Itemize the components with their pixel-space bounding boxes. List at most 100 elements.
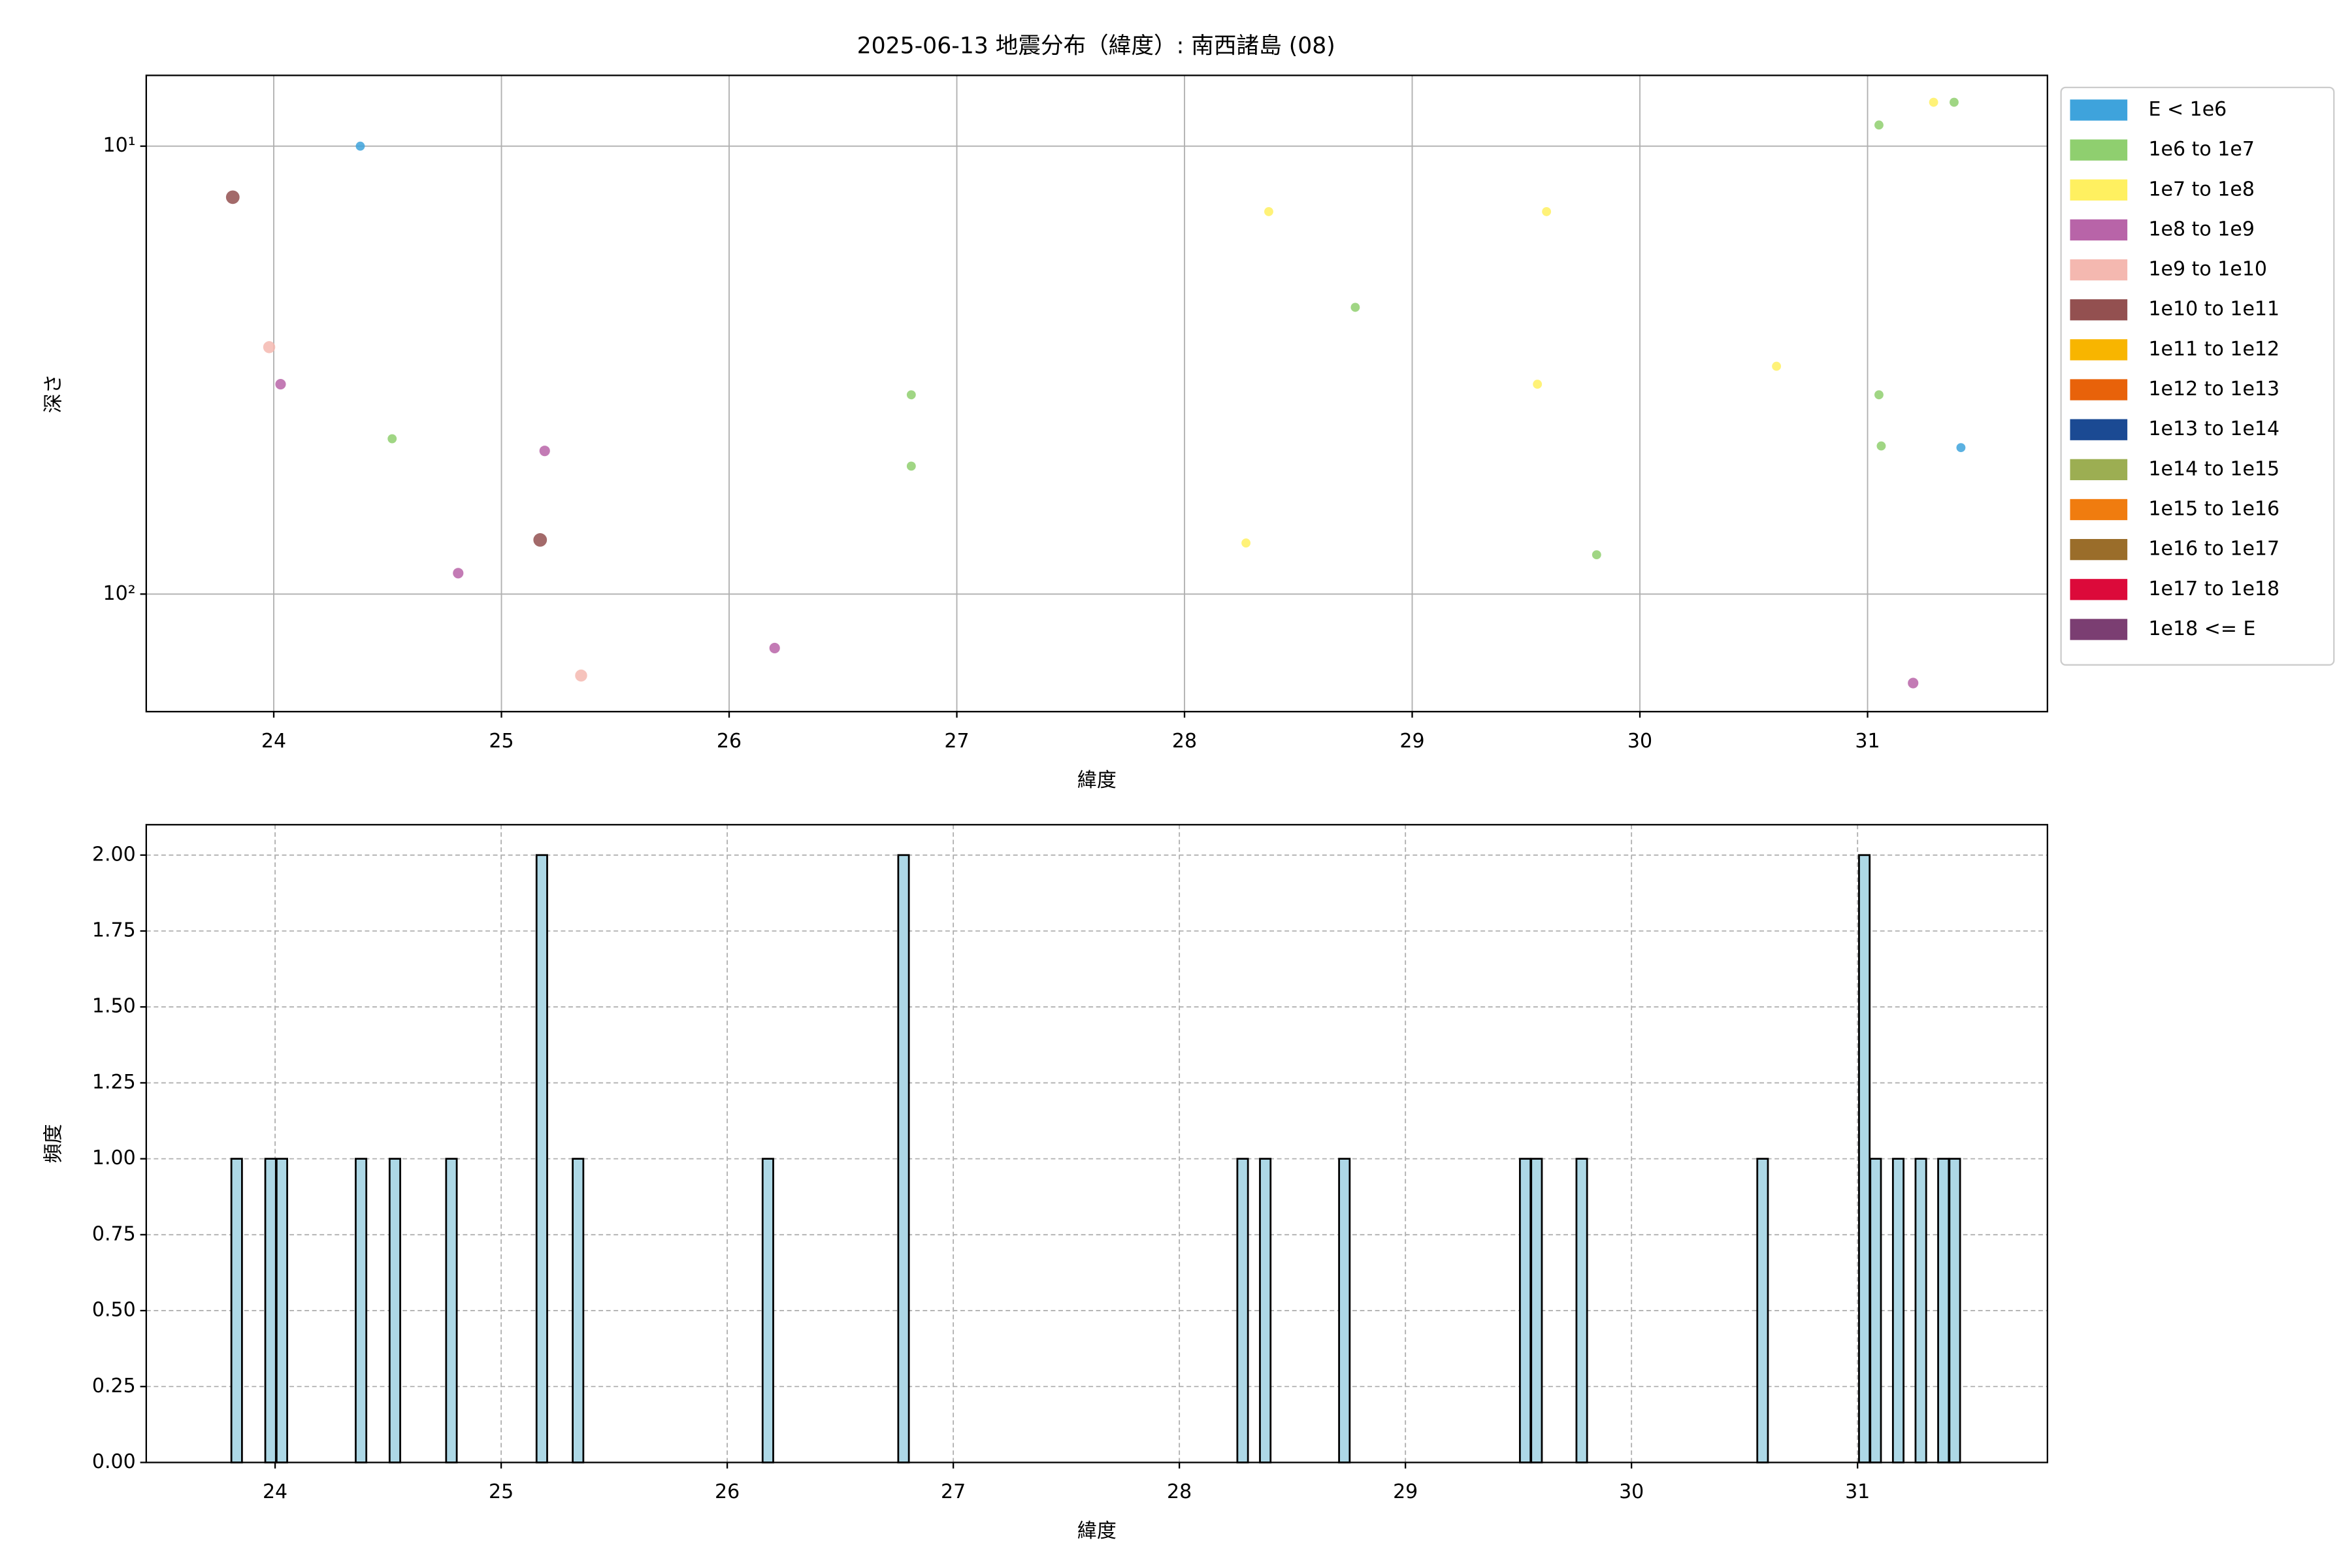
point <box>1929 97 1938 107</box>
y-axis-label: 深さ <box>42 374 65 413</box>
legend-swatch <box>2070 579 2128 600</box>
y-tick-label: 10² <box>103 582 135 605</box>
x-axis-label: 緯度 <box>1077 769 1117 792</box>
bar <box>761 1158 774 1463</box>
bar <box>572 1158 585 1463</box>
point <box>1533 380 1543 389</box>
point <box>355 141 365 151</box>
point <box>263 341 276 353</box>
legend-swatch <box>2070 379 2128 400</box>
y-axis-label: 頻度 <box>42 1124 65 1163</box>
legend-label: 1e15 to 1e16 <box>2148 498 2279 521</box>
y-tick-label: 1.25 <box>92 1071 136 1094</box>
legend-swatch <box>2070 299 2128 321</box>
bar <box>535 854 548 1463</box>
y-tick-label: 0.25 <box>92 1375 136 1397</box>
point <box>1241 538 1251 548</box>
legend-swatch <box>2070 219 2128 241</box>
legend-label: 1e13 to 1e14 <box>2148 417 2279 440</box>
point <box>533 533 547 547</box>
bar <box>1530 1158 1543 1463</box>
legend-frame <box>2060 86 2335 666</box>
bar <box>275 1158 288 1463</box>
point <box>453 568 464 579</box>
x-tick-label: 24 <box>263 1480 287 1503</box>
x-tick-label: 29 <box>1393 1480 1418 1503</box>
x-tick-label: 31 <box>1855 730 1880 753</box>
bar <box>1259 1158 1272 1463</box>
x-tick-label: 25 <box>489 1480 514 1503</box>
bar <box>445 1158 458 1463</box>
y-tick-label: 1.50 <box>92 995 136 1018</box>
legend-label: E < 1e6 <box>2148 98 2227 121</box>
y-tick-label: 1.75 <box>92 919 136 942</box>
legend-label: 1e18 <= E <box>2148 617 2255 640</box>
bar <box>1858 854 1871 1463</box>
plot-frame <box>145 74 2048 713</box>
x-tick-label: 29 <box>1399 730 1424 753</box>
point <box>1542 206 1552 216</box>
bar <box>1891 1158 1904 1463</box>
bar <box>230 1158 243 1463</box>
x-tick-label: 26 <box>717 730 742 753</box>
point <box>1874 390 1884 400</box>
plot-frame <box>145 824 2048 1463</box>
legend-swatch <box>2070 539 2128 561</box>
bar <box>264 1158 277 1463</box>
x-tick-label: 24 <box>261 730 286 753</box>
point <box>387 434 397 444</box>
chart-title: 2025-06-13 地震分布（緯度）: 南西諸島 (08) <box>857 33 1335 59</box>
x-tick-label: 25 <box>489 730 514 753</box>
legend-label: 1e11 to 1e12 <box>2148 338 2279 361</box>
bar <box>897 854 910 1463</box>
y-tick-label: 10¹ <box>103 134 135 157</box>
legend-label: 1e12 to 1e13 <box>2148 378 2279 400</box>
legend-swatch <box>2070 99 2128 121</box>
legend-swatch <box>2070 139 2128 161</box>
bar <box>1869 1158 1882 1463</box>
x-axis-label: 緯度 <box>1077 1520 1117 1543</box>
legend-swatch <box>2070 179 2128 201</box>
x-tick-label: 27 <box>944 730 969 753</box>
y-tick-label: 0.50 <box>92 1299 136 1322</box>
point <box>906 390 916 400</box>
bar <box>1519 1158 1532 1463</box>
x-tick-label: 27 <box>941 1480 966 1503</box>
legend-swatch <box>2070 619 2128 640</box>
x-tick-label: 30 <box>1619 1480 1644 1503</box>
point <box>769 642 780 654</box>
legend-label: 1e6 to 1e7 <box>2148 138 2254 161</box>
x-tick-label: 28 <box>1167 1480 1192 1503</box>
bar <box>1575 1158 1588 1463</box>
legend-label: 1e17 to 1e18 <box>2148 578 2279 600</box>
legend-swatch <box>2070 419 2128 440</box>
point <box>1908 678 1919 689</box>
bar <box>1756 1158 1769 1463</box>
legend-label: 1e9 to 1e10 <box>2148 258 2267 281</box>
point <box>1772 361 1782 371</box>
legend-swatch <box>2070 339 2128 361</box>
legend-label: 1e8 to 1e9 <box>2148 218 2254 240</box>
bar <box>1948 1158 1961 1463</box>
bar <box>1338 1158 1351 1463</box>
point <box>575 669 587 682</box>
bar <box>388 1158 401 1463</box>
legend-swatch <box>2070 498 2128 521</box>
legend-swatch <box>2070 259 2128 281</box>
point <box>1876 441 1886 451</box>
point <box>1350 302 1360 312</box>
point <box>275 379 286 390</box>
point <box>539 446 550 457</box>
y-tick-label: 0.00 <box>92 1450 136 1473</box>
bar <box>1914 1158 1927 1463</box>
y-tick-label: 0.75 <box>92 1222 136 1245</box>
bar <box>1236 1158 1249 1463</box>
bar <box>355 1158 368 1463</box>
x-tick-label: 28 <box>1172 730 1197 753</box>
point <box>1264 206 1273 216</box>
legend-label: 1e10 to 1e11 <box>2148 298 2279 321</box>
x-tick-label: 30 <box>1627 730 1652 753</box>
